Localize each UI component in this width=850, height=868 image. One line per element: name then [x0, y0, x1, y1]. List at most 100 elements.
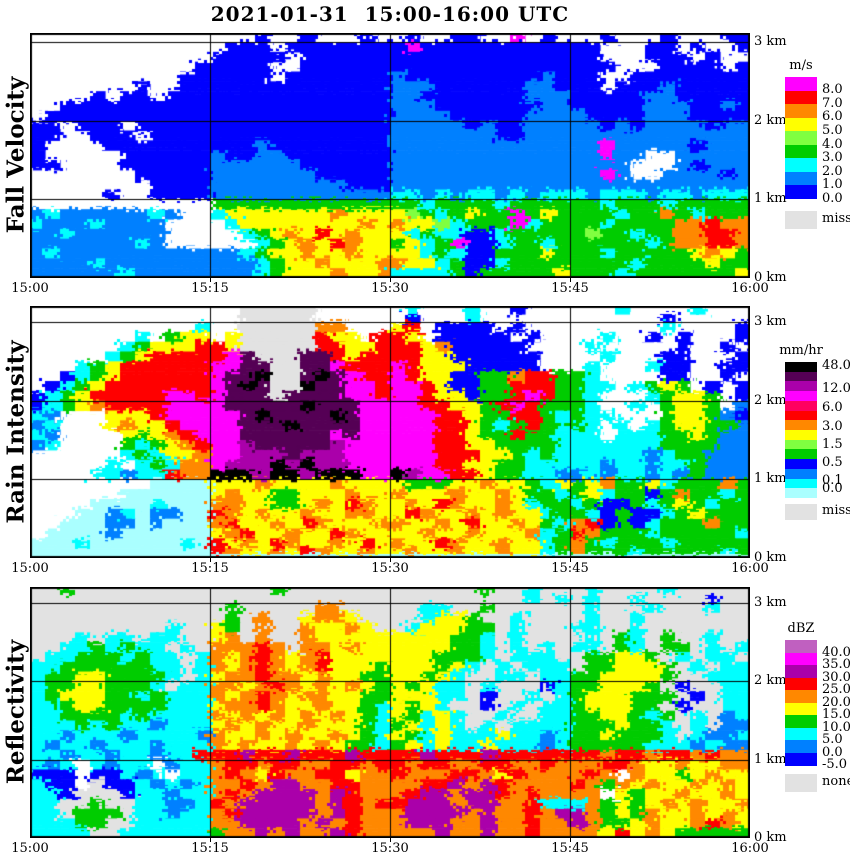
fall-velocity-colorbar-label: 6.0 — [822, 109, 843, 125]
height-label: 3 km — [754, 595, 787, 610]
reflectivity-colorbar-label: 20.0 — [822, 694, 850, 710]
fall-velocity-colorbar-band — [785, 171, 817, 186]
reflectivity-colorbar-band — [785, 740, 817, 753]
rain-intensity-missing-label: miss — [822, 502, 850, 518]
rain-intensity-colorbar-band — [785, 449, 817, 460]
reflectivity-colorbar-title: dBZ — [787, 621, 815, 636]
rain-intensity-colorbar-label: 6.0 — [822, 400, 843, 416]
fall-velocity-missing-swatch — [785, 210, 817, 229]
time-tick-label: 15:15 — [191, 561, 229, 576]
time-tick-label: 15:30 — [371, 841, 409, 856]
time-tick-label: 16:00 — [731, 841, 769, 856]
rain-intensity-colorbar-band — [785, 410, 817, 421]
rain-intensity-colorbar-band — [785, 478, 817, 489]
fall-velocity-colorbar-label: 5.0 — [822, 122, 843, 138]
time-tick-label: 15:45 — [551, 561, 589, 576]
fall-velocity-colorbar-title: m/s — [789, 58, 813, 73]
rain-intensity-colorbar-label: 0.5 — [822, 455, 843, 471]
axis-tick — [210, 278, 211, 282]
height-label: 1 km — [754, 751, 787, 767]
fall-velocity-colorbar-band — [785, 185, 817, 199]
time-tick-label: 15:00 — [11, 281, 49, 296]
reflectivity-colorbar-band — [785, 677, 817, 691]
rain-intensity-colorbar-band — [785, 381, 817, 392]
panel-canvas-1 — [30, 306, 750, 558]
reflectivity-colorbar-label: 15.0 — [822, 707, 850, 722]
panel-canvas-0 — [30, 33, 750, 278]
height-label: 1 km — [754, 471, 787, 487]
axis-tick — [570, 278, 571, 282]
fall-velocity-colorbar-label: 7.0 — [822, 95, 843, 111]
reflectivity-missing-swatch — [785, 774, 817, 792]
rain-intensity-colorbar-band — [785, 400, 817, 412]
rain-intensity-colorbar-band — [785, 391, 817, 402]
panel-label-fall-velocity: Fall Velocity — [2, 76, 30, 234]
time-tick-label: 15:45 — [551, 281, 589, 296]
height-label: 1 km — [754, 191, 787, 207]
fall-velocity-colorbar-label: 3.0 — [822, 150, 843, 166]
rain-intensity-colorbar-band — [785, 371, 817, 382]
rain-intensity-colorbar-label: 3.0 — [822, 418, 843, 434]
rain-intensity-colorbar-label: 12.0 — [822, 381, 850, 397]
fall-velocity-colorbar-label: 0.0 — [822, 190, 843, 206]
time-tick-label: 16:00 — [731, 281, 769, 296]
axis-tick — [390, 278, 391, 282]
reflectivity-colorbar-label: 5.0 — [822, 732, 843, 747]
rain-intensity-colorbar-band — [785, 362, 817, 373]
reflectivity-missing-label: none — [822, 774, 850, 789]
axis-tick — [210, 558, 211, 562]
reflectivity-colorbar-band — [785, 715, 817, 728]
fall-velocity-colorbar-label: 4.0 — [822, 136, 843, 152]
height-label: 0 km — [754, 550, 787, 565]
fall-velocity-colorbar-band — [785, 77, 817, 91]
reflectivity-colorbar-band — [785, 727, 817, 741]
figure-title: 2021-01-31 15:00-16:00 UTC — [210, 2, 570, 26]
fall-velocity-colorbar-label: 8.0 — [822, 82, 843, 98]
rain-intensity-missing-swatch — [785, 503, 817, 520]
axis-tick — [210, 838, 211, 842]
time-tick-label: 15:45 — [551, 841, 589, 856]
time-tick-label: 15:00 — [11, 561, 49, 576]
fall-velocity-missing-label: miss — [822, 210, 850, 226]
time-tick-label: 16:00 — [731, 561, 769, 576]
fall-velocity-colorbar-band — [785, 117, 817, 132]
axis-tick — [390, 558, 391, 562]
rain-intensity-colorbar-title: mm/hr — [779, 343, 823, 358]
time-tick-label: 15:15 — [191, 281, 229, 296]
fall-velocity-colorbar-band — [785, 90, 817, 105]
height-label: 2 km — [754, 112, 787, 128]
rain-intensity-colorbar-band — [785, 459, 817, 470]
fall-velocity-colorbar-band — [785, 158, 817, 172]
rain-intensity-colorbar-band — [785, 439, 817, 450]
reflectivity-colorbar-band — [785, 652, 817, 666]
rain-intensity-colorbar-band — [785, 420, 817, 431]
reflectivity-colorbar-label: 35.0 — [822, 657, 850, 672]
panel-label-reflectivity: Reflectivity — [2, 639, 30, 785]
panel-canvas-2 — [30, 587, 750, 838]
height-label: 3 km — [754, 314, 787, 329]
fall-velocity-colorbar-band — [785, 144, 817, 159]
reflectivity-colorbar-label: 25.0 — [822, 682, 850, 697]
height-label: 0 km — [754, 830, 787, 845]
reflectivity-colorbar-label: -5.0 — [822, 757, 848, 772]
time-tick-label: 15:30 — [371, 561, 409, 576]
reflectivity-colorbar-band — [785, 752, 817, 766]
height-label: 3 km — [754, 34, 787, 49]
reflectivity-colorbar-band — [785, 702, 817, 716]
height-label: 2 km — [754, 392, 787, 408]
panel-label-rain-intensity: Rain Intensity — [2, 340, 30, 524]
height-label: 2 km — [754, 673, 787, 689]
rain-intensity-colorbar-label: 1.5 — [822, 436, 843, 452]
reflectivity-colorbar-label: 30.0 — [822, 669, 850, 685]
reflectivity-colorbar-label: 40.0 — [822, 644, 850, 660]
rain-intensity-colorbar-label: 0.0 — [822, 481, 843, 497]
time-tick-label: 15:30 — [371, 281, 409, 296]
rain-intensity-colorbar-band — [785, 488, 817, 499]
rain-intensity-colorbar-band — [785, 429, 817, 441]
rain-intensity-colorbar-band — [785, 468, 817, 480]
height-label: 0 km — [754, 270, 787, 285]
time-tick-label: 15:15 — [191, 841, 229, 856]
rain-intensity-colorbar-label: 0.1 — [822, 472, 843, 488]
fall-velocity-colorbar-band — [785, 131, 817, 145]
